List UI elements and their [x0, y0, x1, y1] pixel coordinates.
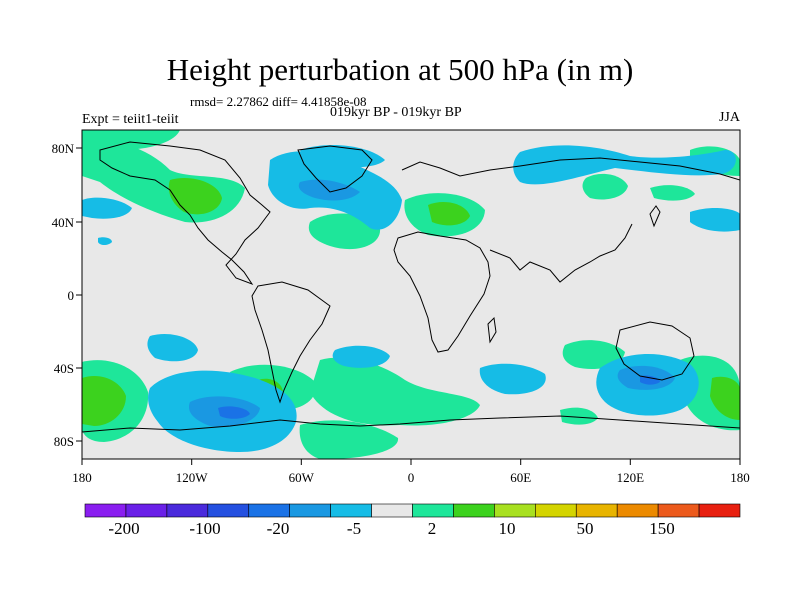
colorbar-swatch — [575, 503, 618, 518]
map-title: Height perturbation at 500 hPa (in m) — [166, 52, 634, 87]
colorbar-swatch — [535, 503, 577, 518]
lon-label: 60E — [510, 470, 531, 485]
colorbar-swatch — [125, 503, 168, 518]
colorbar-label: -20 — [267, 519, 290, 538]
lon-label: 120E — [617, 470, 645, 485]
lon-label: 120W — [176, 470, 209, 485]
lat-label: 80N — [52, 141, 75, 156]
colorbar-swatch — [412, 503, 454, 518]
strong-positive-regions — [82, 178, 740, 426]
season-label: JJA — [718, 110, 740, 125]
lon-label: 60W — [289, 470, 315, 485]
axis-ticks — [76, 147, 741, 465]
colorbar-label: 150 — [649, 519, 675, 538]
colorbar-label: -200 — [108, 519, 139, 538]
colorbar-swatch — [698, 503, 741, 518]
map-panel — [82, 130, 740, 459]
stats-text: rmsd= 2.27862 diff= 4.41858e-08 — [190, 94, 367, 109]
colorbar-swatch — [289, 503, 331, 518]
colorbar-swatch — [616, 503, 659, 518]
colorbar-label: 10 — [499, 519, 516, 538]
lon-label: 180 — [730, 470, 750, 485]
colorbar-swatch — [166, 503, 209, 518]
lat-label: 0 — [68, 288, 75, 303]
colorbar-swatch — [248, 503, 290, 518]
lat-label: 40N — [52, 215, 75, 230]
colorbar-label: -100 — [189, 519, 220, 538]
colorbar-swatch — [330, 503, 372, 518]
coastlines — [82, 141, 740, 433]
period-label: 019kyr BP - 019kyr BP — [330, 105, 462, 120]
strong-negative-regions — [188, 179, 675, 428]
colorbar-swatch — [453, 503, 495, 518]
colorbar-swatch — [494, 503, 536, 518]
lon-label: 180 — [72, 470, 92, 485]
colorbar — [84, 503, 741, 518]
lat-label: 80S — [54, 434, 74, 449]
lat-label: 40S — [54, 361, 74, 376]
colorbar-swatch — [84, 503, 127, 518]
colorbar-label: 50 — [577, 519, 594, 538]
experiment-label: Expt = teiit1-teiit — [82, 112, 179, 127]
colorbar-swatch — [371, 503, 413, 518]
colorbar-swatch — [207, 503, 250, 518]
colorbar-label: -5 — [347, 519, 361, 538]
colorbar-label: 2 — [428, 519, 437, 538]
lon-label: 0 — [408, 470, 415, 485]
colorbar-swatch — [657, 503, 700, 518]
